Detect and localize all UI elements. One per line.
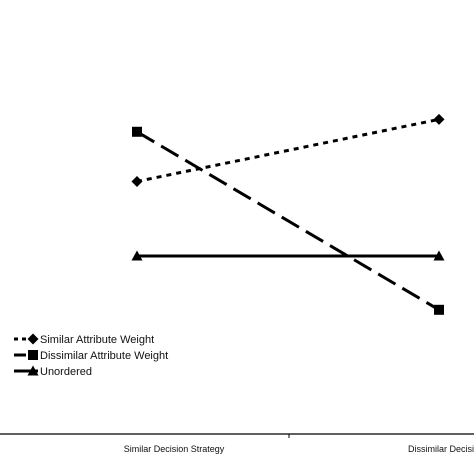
series-dissimilar-attribute-weight: [132, 126, 444, 315]
legend: Similar Attribute Weight Dissimilar Attr…: [14, 333, 168, 378]
legend-item: Dissimilar Attribute Weight: [14, 350, 168, 362]
data-point-similar-attribute-weight-2: [433, 113, 445, 125]
data-point-unordered-1: [131, 250, 143, 261]
series-line-similar-attribute-weight: [136, 117, 440, 183]
legend-label-dissimilar-attribute-weight: Dissimilar Attribute Weight: [40, 350, 168, 362]
x-tick-label-2: Dissimilar Decision Strategy: [408, 444, 474, 454]
data-point-dissimilar-attribute-weight-1: [132, 126, 142, 137]
legend-label-unordered: Unordered: [40, 366, 92, 378]
series-line-dissimilar-attribute-weight: [136, 130, 440, 312]
legend-marker-dissimilar-attribute-weight: [28, 350, 38, 360]
series-unordered: [131, 250, 445, 261]
series-similar-attribute-weight: [131, 113, 445, 187]
legend-marker-unordered: [27, 365, 39, 376]
data-point-unordered-2: [433, 250, 445, 261]
data-point-similar-attribute-weight-1: [131, 175, 143, 187]
legend-marker-similar-attribute-weight: [27, 333, 39, 345]
x-axis: Similar Decision Strategy Dissimilar Dec…: [0, 433, 474, 454]
legend-label-similar-attribute-weight: Similar Attribute Weight: [40, 334, 154, 346]
legend-item: Unordered: [14, 365, 92, 378]
legend-item: Similar Attribute Weight: [14, 333, 154, 346]
data-point-dissimilar-attribute-weight-2: [434, 304, 444, 315]
plot-area: [131, 113, 445, 315]
x-tick-label-1: Similar Decision Strategy: [124, 444, 225, 454]
